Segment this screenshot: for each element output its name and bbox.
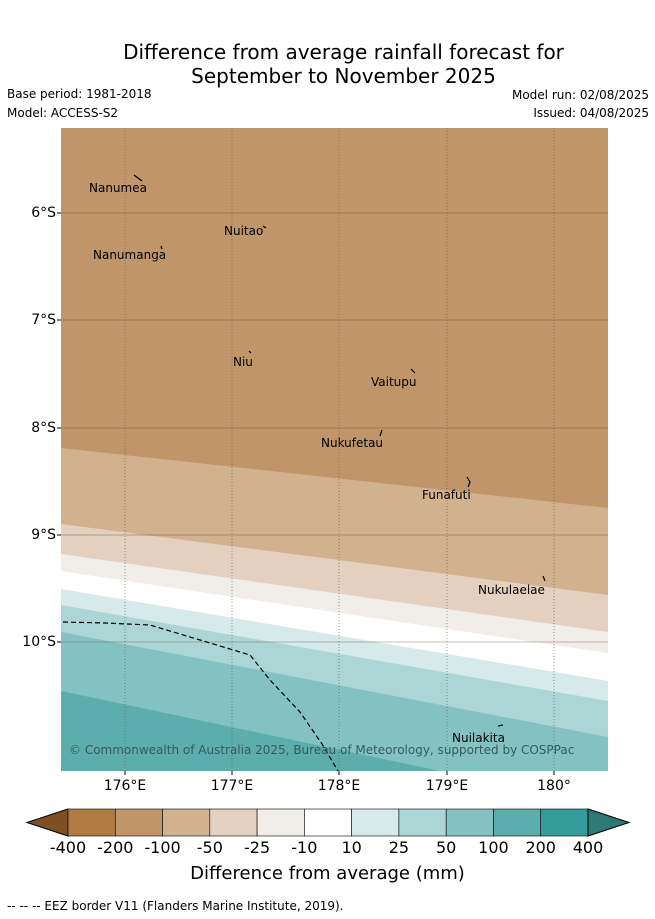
colorbar-tick-label: 10 xyxy=(341,838,362,857)
colorbar-swatch xyxy=(493,808,542,837)
colorbar-tick-label: 400 xyxy=(572,838,604,857)
map-bands: Nanumea Nuitao Nanumanga Niu Vaitupu Nuk… xyxy=(61,128,608,771)
island-vaitupu-shape xyxy=(410,368,416,374)
colorbar-swatch xyxy=(162,808,211,837)
lat-label-10s: 10°S xyxy=(22,634,56,650)
island-label-niu: Niu xyxy=(233,355,253,369)
island-niu-shape xyxy=(248,350,252,354)
colorbar-tick-label: -10 xyxy=(291,838,318,857)
island-labels: Nanumea Nuitao Nanumanga Niu Vaitupu Nuk… xyxy=(89,181,545,745)
lat-label-9s: 9°S xyxy=(31,527,56,543)
colorbar-swatch xyxy=(398,808,447,837)
colorbar xyxy=(25,808,631,837)
band-100-200-wet xyxy=(61,691,440,771)
island-label-nukulaelae: Nukulaelae xyxy=(478,583,545,597)
lat-label-6s: 6°S xyxy=(31,205,56,221)
island-label-nukufetau: Nukufetau xyxy=(321,436,383,450)
colorbar-tick-label: 200 xyxy=(525,838,556,857)
chart-title: Difference from average rainfall forecas… xyxy=(0,40,655,88)
colorbar-tick-label: -400 xyxy=(49,838,87,857)
island-shapes xyxy=(133,174,546,727)
graticule xyxy=(61,128,608,771)
colorbar-swatch xyxy=(114,808,163,837)
island-nuilakita-shape xyxy=(497,724,504,727)
island-label-nuitao: Nuitao xyxy=(224,224,263,238)
colorbar-tick-label: 100 xyxy=(478,838,509,857)
lat-label-7s: 7°S xyxy=(31,312,56,328)
island-label-nanumanga: Nanumanga xyxy=(93,248,166,262)
copyright-text: © Commonwealth of Australia 2025, Bureau… xyxy=(69,743,574,757)
base-period-label: Base period: 1981-2018 xyxy=(7,87,152,101)
lon-label-178e: 178°E xyxy=(317,778,361,794)
colorbar-tick-label: -200 xyxy=(97,838,134,857)
model-run-label: Model run: 02/08/2025 xyxy=(511,88,649,102)
island-label-funafuti: Funafuti xyxy=(422,488,471,502)
issued-label: Issued: 04/08/2025 xyxy=(533,106,649,120)
colorbar-tick-label: -25 xyxy=(244,838,271,857)
colorbar-tick-label: 50 xyxy=(435,838,457,857)
island-nuitao-shape xyxy=(262,225,267,229)
eez-border xyxy=(62,621,339,771)
island-nukulaelae-shape xyxy=(542,575,546,582)
colorbar-swatch xyxy=(256,808,305,837)
title-line-2: September to November 2025 xyxy=(191,64,496,88)
eez-footnote: -- -- -- EEZ border V11 (Flanders Marine… xyxy=(7,899,344,913)
lon-label-180: 180° xyxy=(537,778,571,794)
island-label-vaitupu: Vaitupu xyxy=(371,375,417,389)
colorbar-extend-low xyxy=(25,808,69,837)
lon-label-177e: 177°E xyxy=(210,778,254,794)
colorbar-tick-label: -50 xyxy=(196,838,223,857)
axis-ticks xyxy=(57,212,555,775)
title-line-1: Difference from average rainfall forecas… xyxy=(123,40,564,64)
lat-label-8s: 8°S xyxy=(31,420,56,436)
model-label: Model: ACCESS-S2 xyxy=(7,106,119,120)
colorbar-tick-label: -100 xyxy=(144,838,181,857)
island-nanumea-shape xyxy=(133,174,143,182)
colorbar-swatch xyxy=(209,808,258,837)
lon-label-176e: 176°E xyxy=(103,778,147,794)
island-nukufetau-shape xyxy=(379,429,383,437)
island-funafuti-shape xyxy=(466,476,471,488)
island-nanumanga-shape xyxy=(160,245,163,250)
colorbar-swatch xyxy=(445,808,494,837)
colorbar-swatch xyxy=(67,808,116,837)
colorbar-tick-label: 25 xyxy=(388,838,410,857)
colorbar-swatch xyxy=(351,808,400,837)
lon-label-179e: 179°E xyxy=(425,778,469,794)
colorbar-swatch xyxy=(540,808,589,837)
colorbar-title: Difference from average (mm) xyxy=(190,863,465,884)
colorbar-swatch xyxy=(304,808,352,837)
island-label-nuilakita: Nuilakita xyxy=(452,731,505,745)
island-label-nanumea: Nanumea xyxy=(89,181,147,195)
colorbar-extend-high xyxy=(587,808,631,837)
